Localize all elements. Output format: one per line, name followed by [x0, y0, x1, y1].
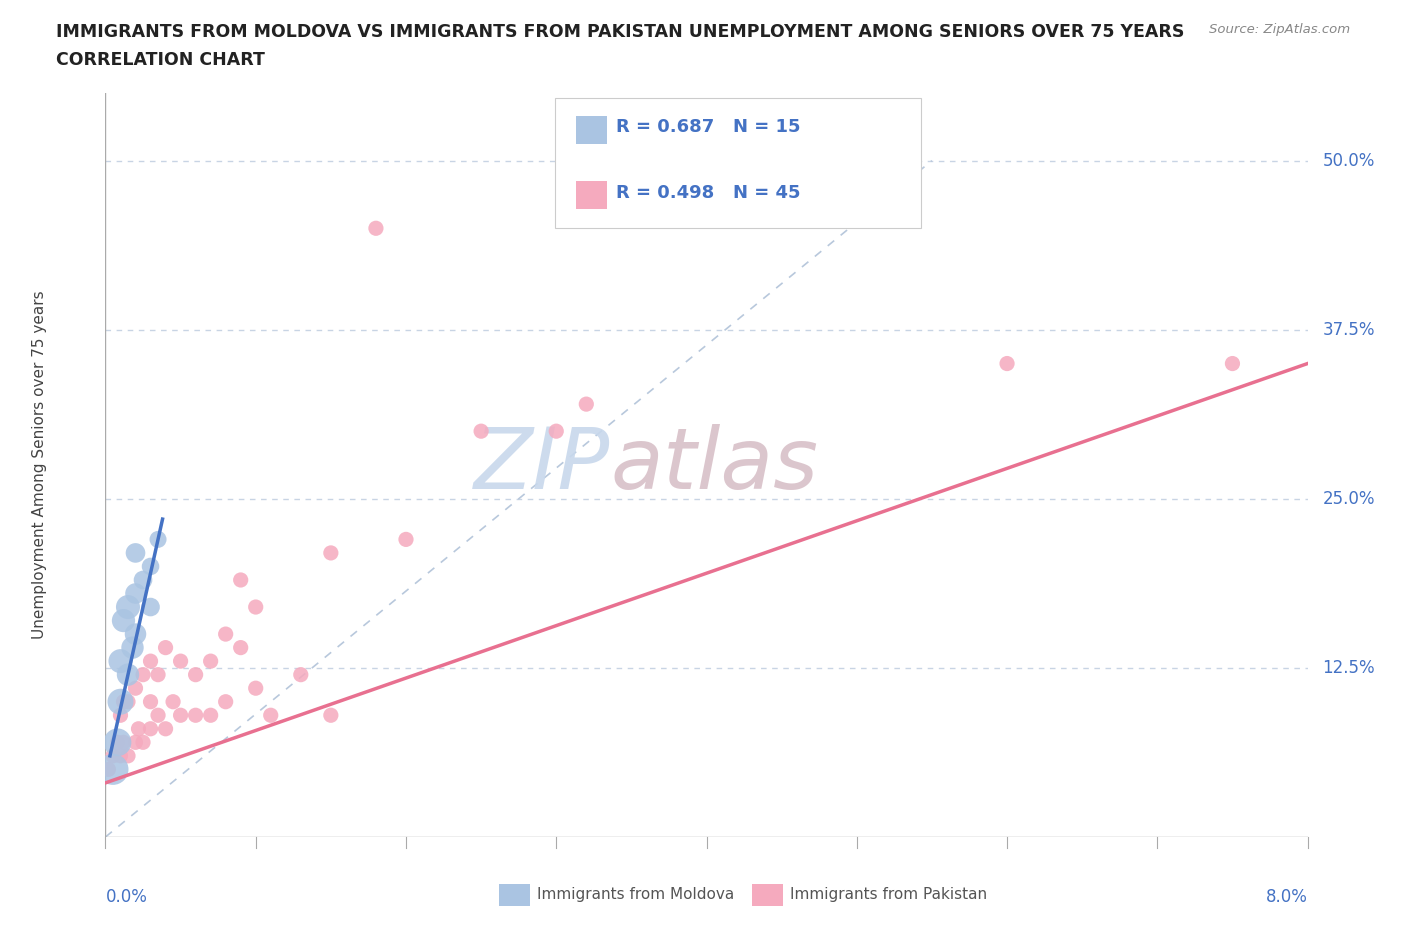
Point	[575, 397, 598, 412]
Text: IMMIGRANTS FROM MOLDOVA VS IMMIGRANTS FROM PAKISTAN UNEMPLOYMENT AMONG SENIORS O: IMMIGRANTS FROM MOLDOVA VS IMMIGRANTS FR…	[56, 23, 1185, 41]
Point	[132, 735, 155, 750]
Point	[139, 695, 162, 710]
Text: 12.5%: 12.5%	[1323, 659, 1375, 677]
Point	[214, 695, 236, 710]
Point	[995, 356, 1018, 371]
Point	[290, 667, 312, 682]
Point	[395, 532, 418, 547]
Point	[146, 708, 169, 723]
Text: R = 0.498   N = 45: R = 0.498 N = 45	[616, 183, 800, 202]
Point	[155, 640, 177, 655]
Point	[260, 708, 283, 723]
Point	[112, 613, 135, 628]
Point	[107, 735, 129, 750]
Point	[245, 600, 267, 615]
Text: 50.0%: 50.0%	[1323, 152, 1375, 169]
Point	[124, 586, 146, 601]
Text: ZIP: ZIP	[474, 423, 610, 507]
Point	[117, 695, 139, 710]
Text: Source: ZipAtlas.com: Source: ZipAtlas.com	[1209, 23, 1350, 36]
Point	[319, 546, 342, 561]
Point	[124, 546, 146, 561]
Text: 37.5%: 37.5%	[1323, 321, 1375, 339]
Point	[132, 573, 155, 588]
Text: 8.0%: 8.0%	[1265, 888, 1308, 907]
Point	[364, 220, 387, 235]
Point	[139, 722, 162, 737]
Text: 25.0%: 25.0%	[1323, 490, 1375, 508]
Point	[184, 708, 207, 723]
Point	[110, 654, 132, 669]
Point	[146, 667, 169, 682]
Point	[132, 667, 155, 682]
Point	[162, 695, 184, 710]
Point	[124, 681, 146, 696]
Point	[117, 600, 139, 615]
Point	[214, 627, 236, 642]
Text: R = 0.687   N = 15: R = 0.687 N = 15	[616, 118, 800, 137]
Point	[139, 559, 162, 574]
Point	[128, 722, 150, 737]
Point	[101, 749, 124, 764]
Point	[110, 695, 132, 710]
Point	[1222, 356, 1244, 371]
Point	[139, 654, 162, 669]
Text: 0.0%: 0.0%	[105, 888, 148, 907]
Point	[110, 749, 132, 764]
Point	[121, 640, 143, 655]
Point	[117, 667, 139, 682]
Point	[200, 654, 222, 669]
Point	[245, 681, 267, 696]
Point	[229, 640, 252, 655]
Point	[117, 749, 139, 764]
Text: CORRELATION CHART: CORRELATION CHART	[56, 51, 266, 69]
Point	[112, 735, 135, 750]
Point	[97, 762, 120, 777]
Point	[184, 667, 207, 682]
Point	[107, 735, 129, 750]
Point	[112, 695, 135, 710]
Text: Immigrants from Pakistan: Immigrants from Pakistan	[790, 887, 987, 902]
Point	[229, 573, 252, 588]
Point	[200, 708, 222, 723]
Text: atlas: atlas	[610, 423, 818, 507]
Point	[101, 762, 124, 777]
Point	[169, 708, 191, 723]
Point	[169, 654, 191, 669]
Text: Unemployment Among Seniors over 75 years: Unemployment Among Seniors over 75 years	[32, 291, 46, 639]
Point	[155, 722, 177, 737]
Point	[124, 735, 146, 750]
Point	[124, 627, 146, 642]
Point	[470, 424, 492, 439]
Point	[110, 708, 132, 723]
Point	[546, 424, 568, 439]
Text: Immigrants from Moldova: Immigrants from Moldova	[537, 887, 734, 902]
Point	[139, 600, 162, 615]
Point	[319, 708, 342, 723]
Point	[146, 532, 169, 547]
